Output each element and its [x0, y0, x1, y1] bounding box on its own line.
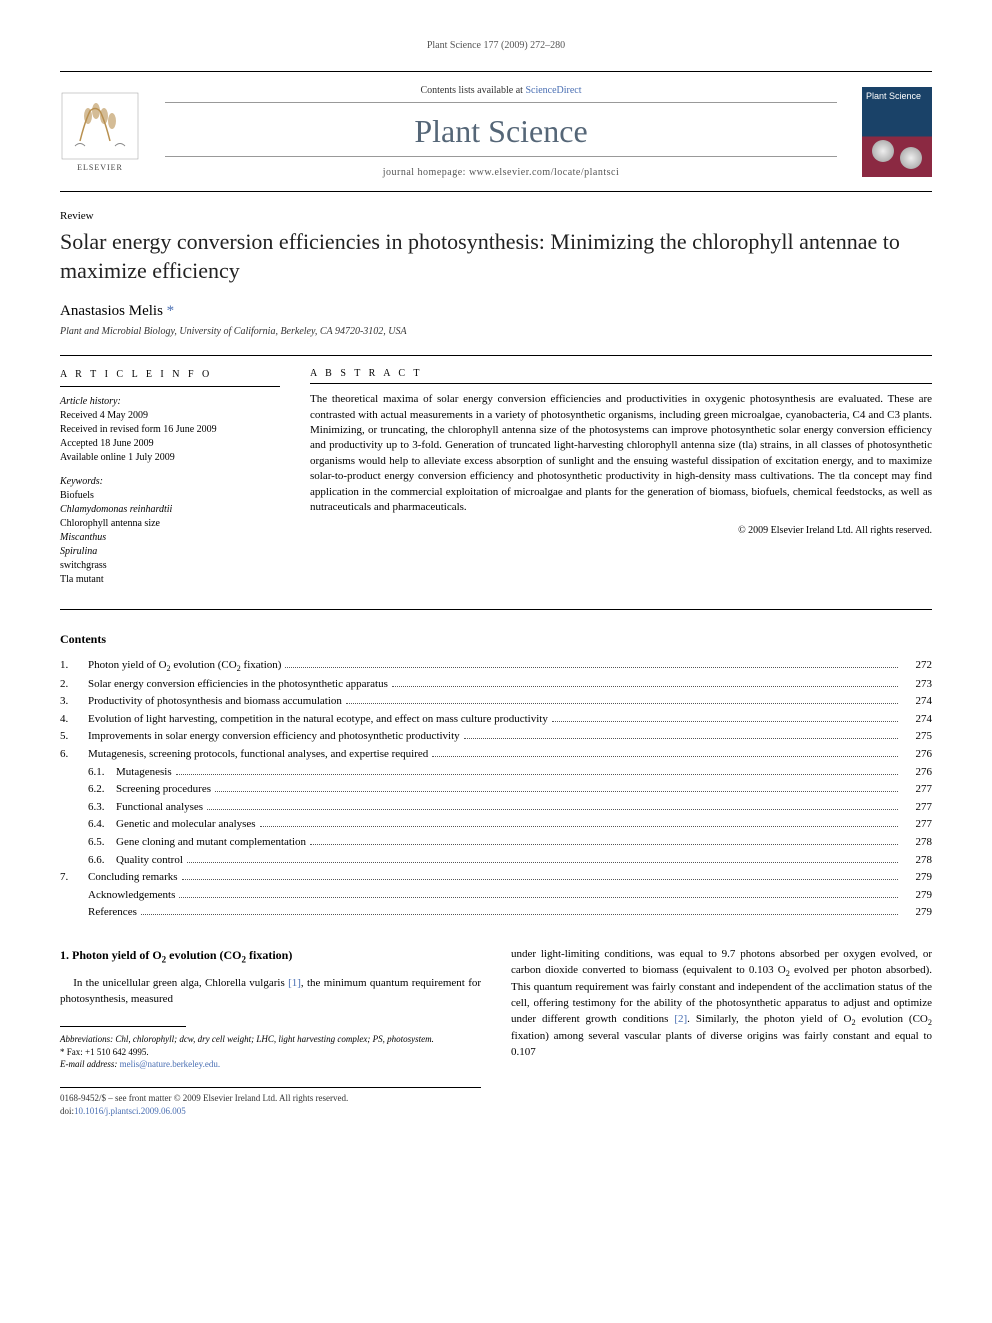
abstract-text: The theoretical maxima of solar energy c… — [310, 392, 932, 515]
article-info-column: A R T I C L E I N F O Article history: R… — [60, 368, 280, 597]
journal-masthead: ELSEVIER Contents lists available at Sci… — [60, 71, 932, 192]
sciencedirect-link[interactable]: ScienceDirect — [525, 85, 581, 96]
article-history-block: Article history: Received 4 May 2009 Rec… — [60, 395, 280, 465]
page-footer: 0168-9452/$ – see front matter © 2009 El… — [60, 1092, 481, 1117]
toc-row: 7.Concluding remarks279 — [60, 869, 932, 887]
toc-row: 3.Productivity of photosynthesis and bio… — [60, 693, 932, 711]
homepage-line: journal homepage: www.elsevier.com/locat… — [165, 167, 837, 178]
doi-link[interactable]: 10.1016/j.plantsci.2009.06.005 — [74, 1106, 186, 1116]
article-type: Review — [60, 210, 932, 222]
corresponding-marker[interactable]: * — [167, 303, 175, 319]
running-header: Plant Science 177 (2009) 272–280 — [60, 40, 932, 51]
toc-row: 6.3.Functional analyses277 — [60, 799, 932, 817]
toc-row: 6.2.Screening procedures277 — [60, 781, 932, 799]
contents-available-line: Contents lists available at ScienceDirec… — [165, 85, 837, 103]
elsevier-logo: ELSEVIER — [60, 87, 140, 177]
section-1-heading: 1. Photon yield of O2 evolution (CO2 fix… — [60, 947, 481, 966]
toc-row: 4.Evolution of light harvesting, competi… — [60, 711, 932, 729]
toc-row: 1.Photon yield of O2 evolution (CO2 fixa… — [60, 657, 932, 675]
author-affiliation: Plant and Microbial Biology, University … — [60, 326, 932, 337]
body-two-column: 1. Photon yield of O2 evolution (CO2 fix… — [60, 947, 932, 1117]
contents-heading: Contents — [60, 632, 932, 647]
toc-row: 2.Solar energy conversion efficiencies i… — [60, 676, 932, 694]
body-column-right: under light-limiting conditions, was equ… — [511, 947, 932, 1117]
publisher-name: ELSEVIER — [77, 163, 123, 172]
footnote-rule — [60, 1026, 186, 1027]
journal-cover-thumbnail: Plant Science — [862, 87, 932, 177]
masthead-center: Contents lists available at ScienceDirec… — [155, 80, 847, 183]
table-of-contents: 1.Photon yield of O2 evolution (CO2 fixa… — [60, 657, 932, 922]
toc-row: 6.6.Quality control278 — [60, 852, 932, 870]
journal-title: Plant Science — [165, 113, 837, 157]
info-abstract-block: A R T I C L E I N F O Article history: R… — [60, 355, 932, 610]
article-title: Solar energy conversion efficiencies in … — [60, 228, 932, 285]
toc-row: 6.Mutagenesis, screening protocols, func… — [60, 746, 932, 764]
abstract-heading: A B S T R A C T — [310, 368, 932, 384]
corresponding-email-link[interactable]: melis@nature.berkeley.edu. — [120, 1059, 220, 1069]
body-paragraph: under light-limiting conditions, was equ… — [511, 947, 932, 1061]
toc-row: 6.1.Mutagenesis276 — [60, 764, 932, 782]
toc-row: Acknowledgements279 — [60, 887, 932, 905]
footnotes-block: Abbreviations: Chl, chlorophyll; dcw, dr… — [60, 1033, 481, 1071]
toc-row: 6.5.Gene cloning and mutant complementat… — [60, 834, 932, 852]
article-info-heading: A R T I C L E I N F O — [60, 368, 280, 387]
body-paragraph: In the unicellular green alga, Chlorella… — [60, 976, 481, 1008]
toc-row: 5.Improvements in solar energy conversio… — [60, 728, 932, 746]
toc-row: References279 — [60, 904, 932, 922]
abstract-column: A B S T R A C T The theoretical maxima o… — [310, 368, 932, 597]
author-line: Anastasios Melis * — [60, 303, 932, 320]
keywords-block: Keywords: Biofuels Chlamydomonas reinhar… — [60, 475, 280, 587]
bottom-rule — [60, 1087, 481, 1088]
abstract-copyright: © 2009 Elsevier Ireland Ltd. All rights … — [310, 525, 932, 536]
toc-row: 6.4.Genetic and molecular analyses277 — [60, 816, 932, 834]
body-column-left: 1. Photon yield of O2 evolution (CO2 fix… — [60, 947, 481, 1117]
